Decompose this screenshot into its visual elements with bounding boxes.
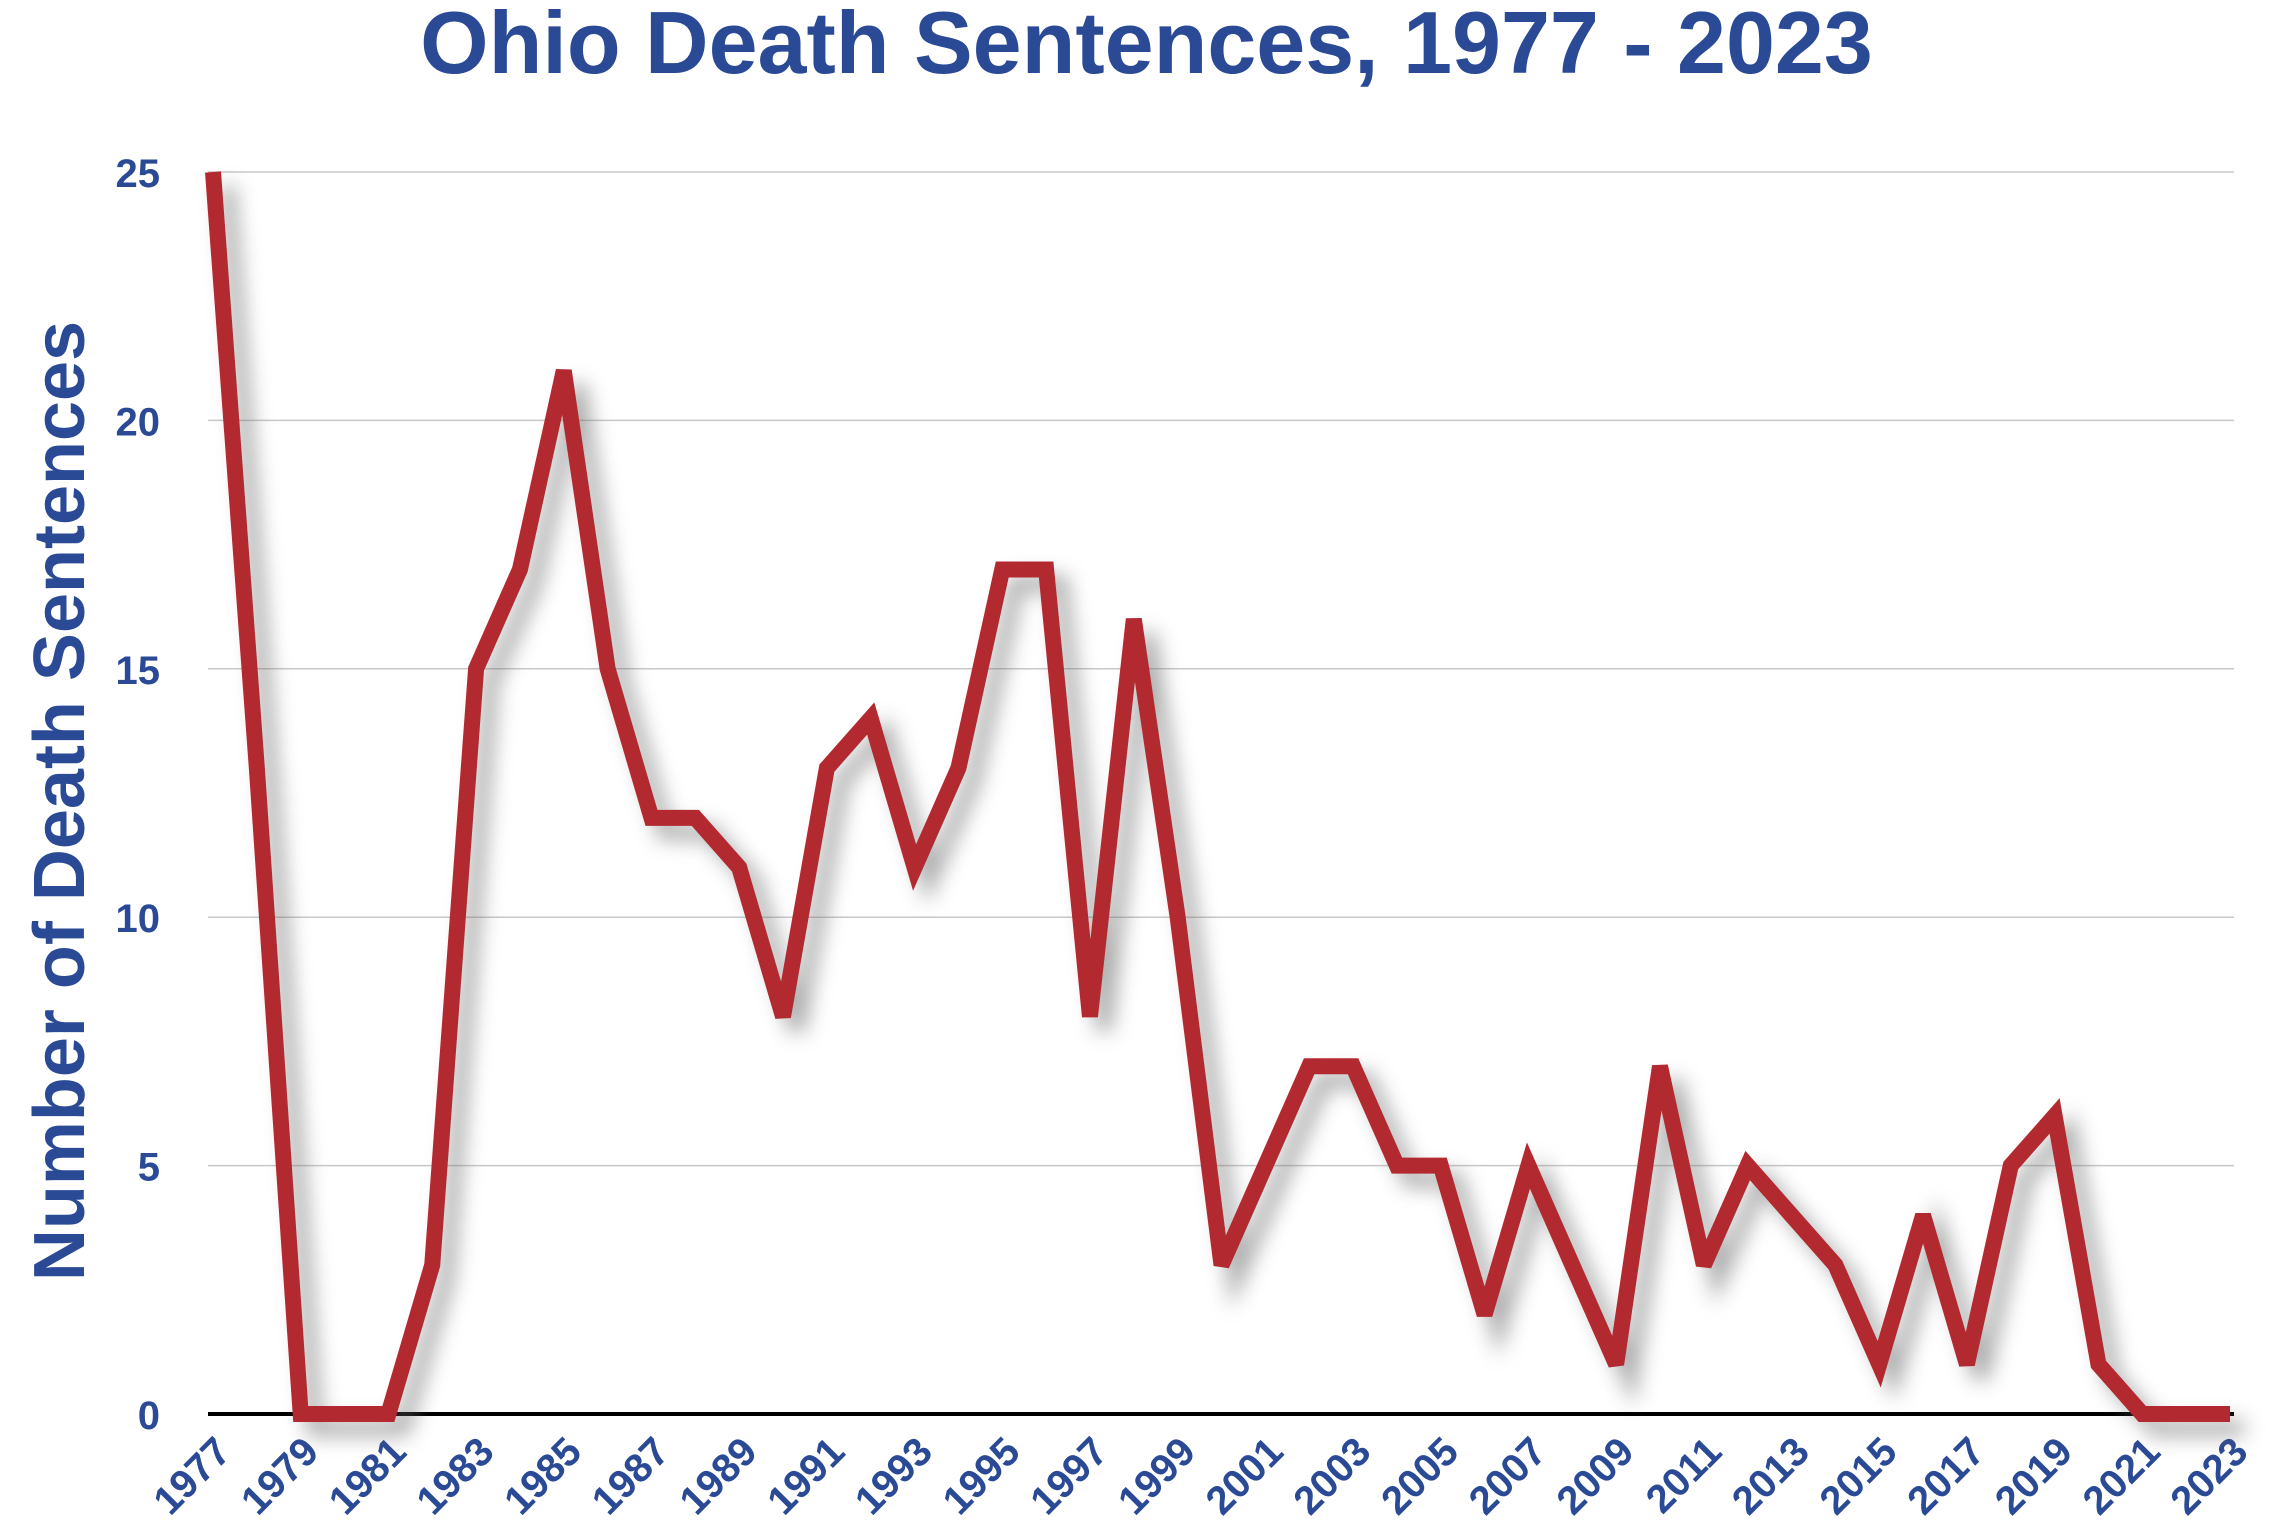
- x-tick-label: 2013: [1724, 1429, 1818, 1523]
- y-tick-label: 5: [138, 1146, 160, 1190]
- series-line: [205, 171, 2230, 1422]
- x-tick-label: 1989: [672, 1429, 766, 1523]
- x-tick-label: 1981: [321, 1429, 415, 1523]
- x-tick-label: 2017: [1899, 1429, 1993, 1523]
- y-tick-label: 0: [138, 1394, 160, 1438]
- x-tick-label: 2003: [1285, 1429, 1379, 1523]
- x-tick-label: 2009: [1548, 1429, 1642, 1523]
- x-tick-label: 1999: [1110, 1429, 1204, 1523]
- x-tick-label: 1983: [408, 1429, 502, 1523]
- x-tick-label: 2023: [2162, 1429, 2256, 1523]
- x-tick-label: 2001: [1198, 1429, 1292, 1523]
- x-tick-label: 1993: [847, 1429, 941, 1523]
- y-tick-label: 10: [116, 897, 161, 941]
- y-tick-label: 25: [116, 152, 161, 196]
- series-line-shadow: [219, 185, 2244, 1436]
- y-tick-label: 15: [116, 649, 161, 693]
- x-tick-label: 2005: [1373, 1429, 1467, 1523]
- x-tick-label: 1991: [759, 1429, 853, 1523]
- chart-title: Ohio Death Sentences, 1977 - 2023: [420, 0, 1873, 92]
- x-tick-label: 2019: [1987, 1429, 2081, 1523]
- x-tick-label: 2021: [2075, 1429, 2169, 1523]
- x-tick-label: 1977: [145, 1429, 239, 1523]
- x-tick-label: 2007: [1461, 1429, 1555, 1523]
- x-tick-label: 2011: [1638, 1429, 1730, 1521]
- x-tick-label: 1987: [584, 1429, 678, 1523]
- x-tick-label: 1979: [233, 1429, 327, 1523]
- x-tick-label: 1985: [496, 1429, 590, 1523]
- x-tick-label: 1997: [1022, 1429, 1116, 1523]
- x-tick-label: 1995: [935, 1429, 1029, 1523]
- y-tick-label: 20: [116, 400, 161, 444]
- x-tick-label: 2015: [1812, 1429, 1906, 1523]
